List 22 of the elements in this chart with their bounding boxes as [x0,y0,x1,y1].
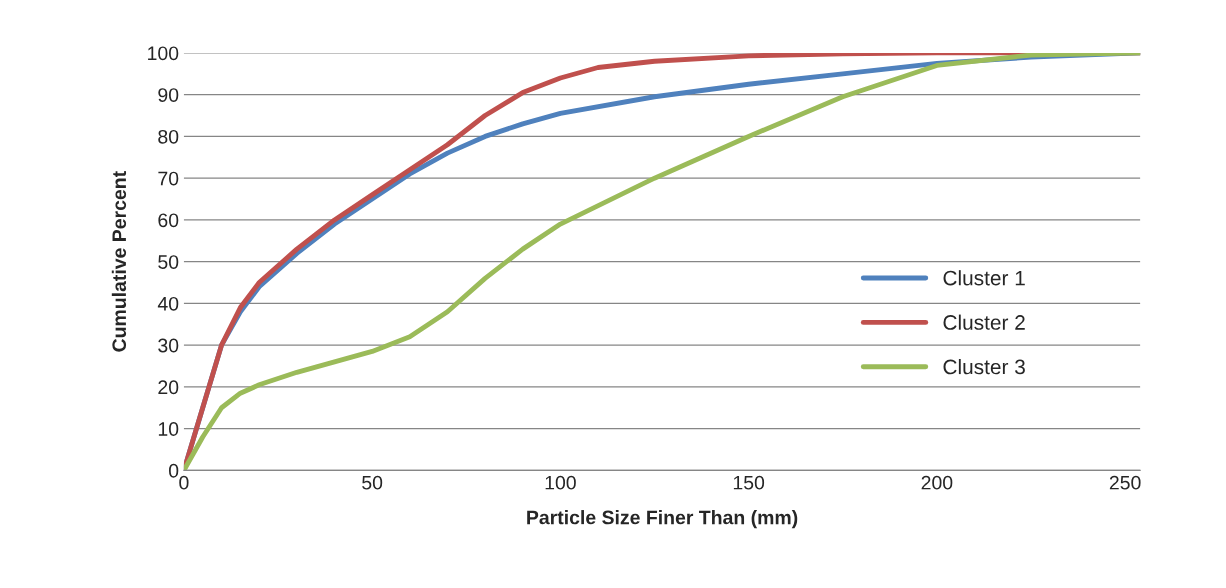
x-tick-label: 0 [179,475,189,490]
y-tick-label: 50 [158,255,179,269]
y-tick-label: 70 [158,171,179,186]
y-tick-label: 100 [148,46,179,61]
y-tick-label: 90 [158,88,179,102]
x-tick-label: 150 [733,475,765,490]
y-tick-label: 40 [157,296,179,311]
y-tick-label: 20 [158,380,179,395]
y-tick-label: 0 [168,463,179,478]
x-tick-label: 50 [362,475,383,490]
x-tick-label: 200 [921,475,953,490]
y-axis-title: Cumulative Percent [111,171,127,352]
y-tick-label: 60 [158,213,179,228]
legend-label: Cluster 1 [943,270,1025,286]
x-tick-label: 250 [1109,475,1141,490]
legend-label: Cluster 2 [943,314,1025,330]
legend-label: Cluster 3 [943,358,1025,375]
x-axis-title: Particle Size Finer Than (mm) [527,510,798,529]
y-tick-label: 10 [158,422,179,436]
x-tick-label: 100 [545,475,576,490]
y-tick-label: 80 [158,129,179,144]
y-tick-label: 30 [158,338,179,353]
